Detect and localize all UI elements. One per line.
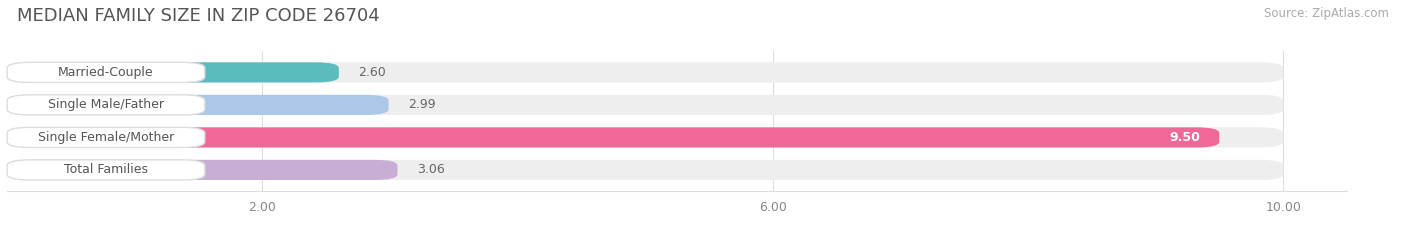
FancyBboxPatch shape — [7, 127, 205, 147]
FancyBboxPatch shape — [7, 160, 398, 180]
FancyBboxPatch shape — [7, 95, 1284, 115]
Text: MEDIAN FAMILY SIZE IN ZIP CODE 26704: MEDIAN FAMILY SIZE IN ZIP CODE 26704 — [17, 7, 380, 25]
FancyBboxPatch shape — [7, 95, 205, 115]
FancyBboxPatch shape — [7, 127, 1284, 147]
Text: 2.99: 2.99 — [408, 98, 436, 111]
Text: 2.60: 2.60 — [359, 66, 385, 79]
FancyBboxPatch shape — [7, 160, 205, 180]
Text: Total Families: Total Families — [63, 163, 148, 176]
Text: Married-Couple: Married-Couple — [58, 66, 153, 79]
FancyBboxPatch shape — [7, 95, 388, 115]
FancyBboxPatch shape — [7, 62, 339, 82]
FancyBboxPatch shape — [7, 160, 1284, 180]
Text: 9.50: 9.50 — [1170, 131, 1201, 144]
FancyBboxPatch shape — [7, 62, 205, 82]
Text: Single Male/Father: Single Male/Father — [48, 98, 165, 111]
Text: Source: ZipAtlas.com: Source: ZipAtlas.com — [1264, 7, 1389, 20]
Text: Single Female/Mother: Single Female/Mother — [38, 131, 174, 144]
Text: 3.06: 3.06 — [416, 163, 444, 176]
FancyBboxPatch shape — [7, 62, 1284, 82]
FancyBboxPatch shape — [7, 127, 1219, 147]
